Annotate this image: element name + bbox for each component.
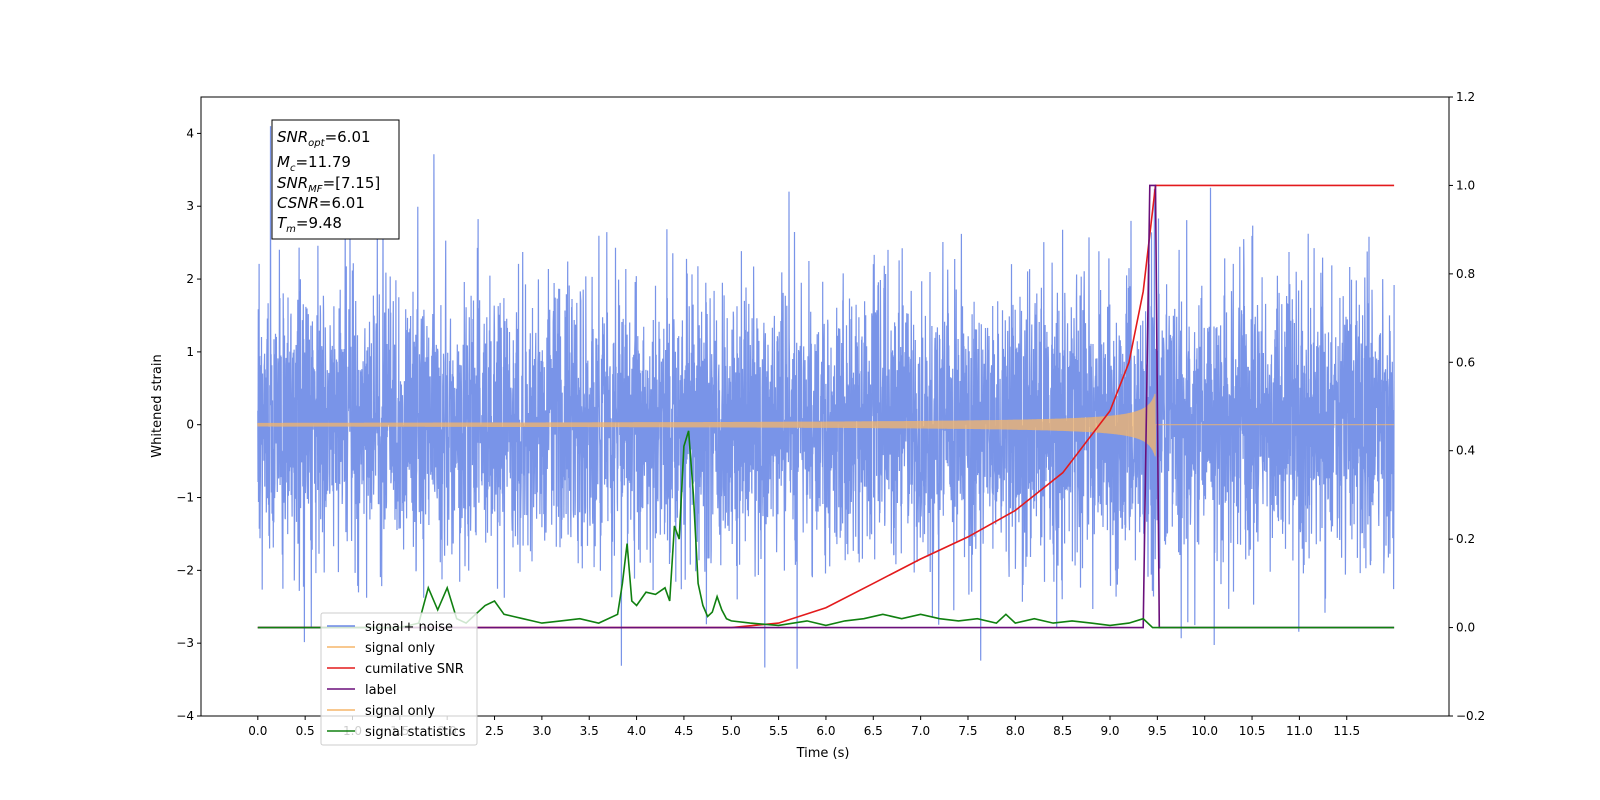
y-axis-right: 1.2 1.0 0.8 0.6 0.4 0.2 0.0 −0.2 bbox=[1449, 90, 1485, 723]
legend-item: signal only bbox=[327, 704, 435, 719]
y-tick-label: 4 bbox=[186, 126, 194, 140]
x-tick-label: 8.0 bbox=[1006, 724, 1025, 738]
y2-tick-label: −0.2 bbox=[1456, 709, 1485, 723]
x-tick-label: 10.5 bbox=[1239, 724, 1266, 738]
legend-label: label bbox=[365, 683, 396, 698]
x-tick-label: 3.5 bbox=[580, 724, 599, 738]
y-tick-label: 1 bbox=[186, 345, 194, 359]
axes-frame bbox=[200, 96, 1450, 717]
x-tick-label: 0.0 bbox=[248, 724, 267, 738]
x-tick-label: 8.5 bbox=[1053, 724, 1072, 738]
legend-label: signal+ noise bbox=[365, 620, 453, 635]
x-tick-label: 9.5 bbox=[1148, 724, 1167, 738]
legend-box bbox=[320, 612, 478, 746]
series-signal-statistics bbox=[257, 430, 1395, 629]
annotation-mc: Mc=11.79 bbox=[277, 153, 351, 174]
y2-tick-label: 0.8 bbox=[1456, 267, 1475, 281]
y-tick-label: 2 bbox=[186, 272, 194, 286]
series-signal-noise bbox=[257, 126, 1395, 669]
y2-tick-label: 0.0 bbox=[1456, 621, 1475, 635]
plot-area bbox=[257, 126, 1395, 669]
x-tick-label: 6.5 bbox=[864, 724, 883, 738]
x-tick-label: 9.0 bbox=[1100, 724, 1119, 738]
x-tick-label: 10.0 bbox=[1191, 724, 1218, 738]
x-tick-label: 11.5 bbox=[1333, 724, 1360, 738]
x-tick-label: 6.0 bbox=[816, 724, 835, 738]
y-tick-label: 3 bbox=[186, 199, 194, 213]
y-tick-label: −4 bbox=[176, 709, 194, 723]
annotation-tm: Tm=9.48 bbox=[277, 214, 342, 235]
y2-tick-label: 0.4 bbox=[1456, 444, 1475, 458]
y-tick-label: 0 bbox=[186, 418, 194, 432]
legend-label: signal statistics bbox=[365, 725, 466, 740]
legend-item: label bbox=[327, 683, 396, 698]
y-axis-label: Whitened strain bbox=[150, 354, 165, 457]
series-cumilative-snr bbox=[257, 184, 1395, 629]
y-tick-label: −1 bbox=[176, 491, 194, 505]
y-axis-left: 4 3 2 1 0 −1 −2 −3 −4 bbox=[176, 126, 201, 723]
annotation-box: SNRopt=6.01 Mc=11.79 SNRMF=[7.15] CSNR=6… bbox=[271, 119, 400, 240]
annotation-snr-mf: SNRMF=[7.15] bbox=[277, 174, 380, 195]
legend-label: signal only bbox=[365, 704, 435, 719]
x-tick-label: 3.0 bbox=[532, 724, 551, 738]
x-tick-label: 2.5 bbox=[485, 724, 504, 738]
legend-label: cumilative SNR bbox=[365, 662, 464, 677]
legend-item: signal+ noise bbox=[327, 620, 453, 635]
x-tick-label: 11.0 bbox=[1286, 724, 1313, 738]
x-tick-label: 7.5 bbox=[958, 724, 977, 738]
annotation-csnr: CSNR=6.01 bbox=[277, 194, 365, 212]
x-tick-label: 5.5 bbox=[769, 724, 788, 738]
x-tick-label: 4.0 bbox=[627, 724, 646, 738]
y2-tick-label: 0.6 bbox=[1456, 355, 1475, 369]
x-axis-label: Time (s) bbox=[796, 746, 850, 761]
legend-label: signal only bbox=[365, 641, 435, 656]
annotation-snr-opt: SNRopt=6.01 bbox=[277, 128, 371, 149]
y2-tick-label: 0.2 bbox=[1456, 532, 1475, 546]
x-tick-label: 5.0 bbox=[722, 724, 741, 738]
legend-item: signal only bbox=[327, 641, 435, 656]
x-tick-label: 0.5 bbox=[296, 724, 315, 738]
y-tick-label: −2 bbox=[176, 563, 194, 577]
legend-item: signal statistics bbox=[327, 725, 466, 740]
x-tick-label: 7.0 bbox=[911, 724, 930, 738]
y-tick-label: −3 bbox=[176, 636, 194, 650]
legend: signal+ noise signal only cumilative SNR la… bbox=[320, 612, 478, 746]
y2-tick-label: 1.0 bbox=[1456, 178, 1475, 192]
legend-item: cumilative SNR bbox=[327, 662, 464, 677]
y2-tick-label: 1.2 bbox=[1456, 90, 1475, 104]
series-signal-only bbox=[257, 393, 1395, 457]
x-tick-label: 4.5 bbox=[674, 724, 693, 738]
